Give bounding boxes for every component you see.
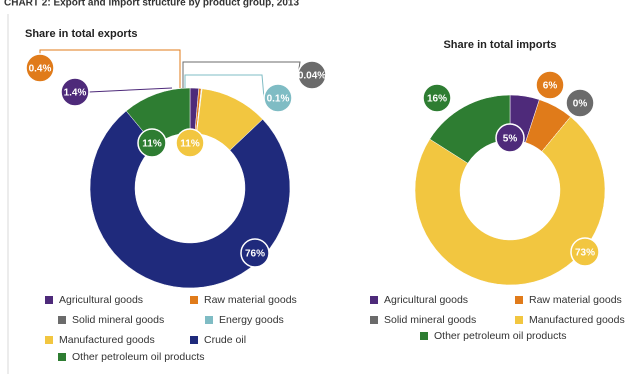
data-label: 0% bbox=[573, 99, 588, 110]
legend-label: Crude oil bbox=[204, 334, 246, 346]
data-label: 0.1% bbox=[267, 94, 290, 105]
label-bubble bbox=[422, 83, 452, 113]
data-label: 0.04% bbox=[298, 71, 326, 82]
data-label: 6% bbox=[543, 81, 558, 92]
legend-swatch bbox=[190, 296, 198, 304]
legend-swatch bbox=[45, 296, 53, 304]
legend-label: Agricultural goods bbox=[384, 294, 468, 306]
legend-label: Manufactured goods bbox=[59, 334, 155, 346]
donut-segment bbox=[429, 94, 511, 164]
label-bubble bbox=[565, 88, 595, 118]
caption: CHART 2: Export and import structure by … bbox=[4, 0, 299, 9]
donut-segment bbox=[89, 110, 291, 289]
data-label: 11% bbox=[180, 139, 200, 150]
label-bubble bbox=[175, 128, 205, 158]
data-label: 16% bbox=[427, 94, 447, 105]
legend-swatch bbox=[58, 353, 66, 361]
label-bubble bbox=[297, 60, 327, 90]
legend-label: Energy goods bbox=[219, 314, 284, 326]
data-label: 73% bbox=[575, 248, 595, 259]
legend-swatch bbox=[515, 316, 523, 324]
legend-swatch bbox=[370, 296, 378, 304]
legend-label: Raw material goods bbox=[204, 294, 297, 306]
label-bubble bbox=[240, 238, 270, 268]
donut-segment bbox=[414, 116, 606, 286]
legend-swatch bbox=[420, 332, 428, 340]
legend-label: Raw material goods bbox=[529, 294, 622, 306]
data-label: 11% bbox=[142, 139, 162, 150]
leader-line bbox=[184, 74, 265, 99]
data-label: 0.4% bbox=[29, 64, 52, 75]
label-bubble bbox=[495, 123, 525, 153]
legend-swatch bbox=[58, 316, 66, 324]
data-label: 76% bbox=[245, 249, 265, 260]
label-bubble bbox=[25, 53, 55, 83]
label-bubble bbox=[263, 83, 293, 113]
legend-label: Agricultural goods bbox=[59, 294, 143, 306]
legend-swatch bbox=[190, 336, 198, 344]
chart-title: Share in total exports bbox=[25, 28, 137, 40]
legend-label: Solid mineral goods bbox=[72, 314, 164, 326]
legend-label: Other petroleum oil products bbox=[434, 330, 566, 342]
label-bubble bbox=[535, 70, 565, 100]
data-label: 5% bbox=[503, 134, 518, 145]
label-bubble bbox=[570, 237, 600, 267]
legend-swatch bbox=[370, 316, 378, 324]
leader-line bbox=[39, 49, 181, 88]
legend-label: Solid mineral goods bbox=[384, 314, 476, 326]
legend-swatch bbox=[515, 296, 523, 304]
legend-label: Other petroleum oil products bbox=[72, 351, 204, 363]
chart-title: Share in total imports bbox=[443, 39, 556, 51]
legend-label: Manufactured goods bbox=[529, 314, 625, 326]
label-bubble bbox=[60, 77, 90, 107]
legend-swatch bbox=[45, 336, 53, 344]
label-bubble bbox=[137, 128, 167, 158]
legend-swatch bbox=[205, 316, 213, 324]
leader-line bbox=[88, 87, 173, 93]
data-label: 1.4% bbox=[64, 88, 87, 99]
